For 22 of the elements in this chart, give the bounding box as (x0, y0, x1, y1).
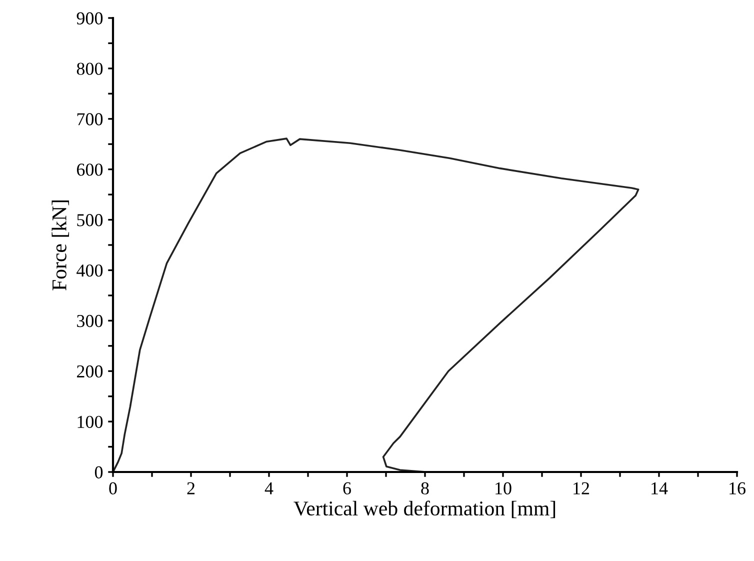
y-tick-label: 100 (78, 416, 103, 428)
x-tick-label: 16 (730, 482, 746, 494)
x-tick-label: 14 (652, 482, 668, 494)
x-tick-label: 8 (421, 482, 429, 494)
y-tick-label: 200 (76, 365, 103, 378)
x-tick-label: 10 (496, 482, 512, 494)
y-tick-label: 500 (77, 214, 103, 226)
x-axis-title: Vertical web deformation [mm] (294, 500, 556, 518)
y-axis-title: Force [kN] (52, 200, 69, 290)
x-tick-label: 2 (187, 482, 195, 494)
y-tick-label: 400 (76, 264, 103, 277)
x-tick-label: 6 (343, 482, 351, 494)
x-tick-label: 12 (574, 482, 590, 494)
y-tick-label: 0 (94, 466, 103, 478)
y-tick-label: 600 (76, 164, 103, 176)
x-tick-label: 0 (109, 482, 117, 494)
line-series (113, 138, 640, 472)
y-tick-label: 900 (76, 12, 103, 24)
y-tick-label: 700 (77, 113, 103, 126)
y-tick-label: 300 (77, 314, 103, 328)
y-tick-label: 800 (76, 62, 103, 75)
x-tick-label: 4 (264, 482, 274, 494)
